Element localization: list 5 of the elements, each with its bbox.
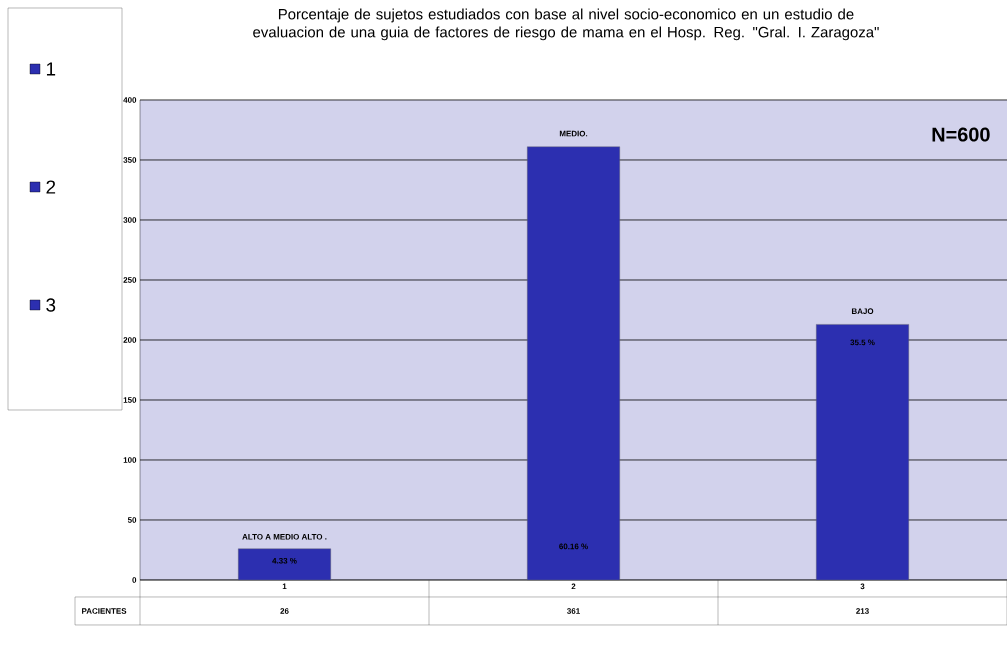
chart-title: Porcentaje de sujetos estudiados con base al nivel socio-economico en un estudio de evaluacion de una guia de factores de riesgo de mama en el Hosp. Reg. "Gral. I. Zaragoza": [253, 8, 879, 41]
category-label: 3: [46, 298, 56, 312]
annotation: N=600: [932, 127, 990, 142]
category-label: 1: [46, 62, 56, 76]
category-label: 2: [46, 180, 56, 194]
